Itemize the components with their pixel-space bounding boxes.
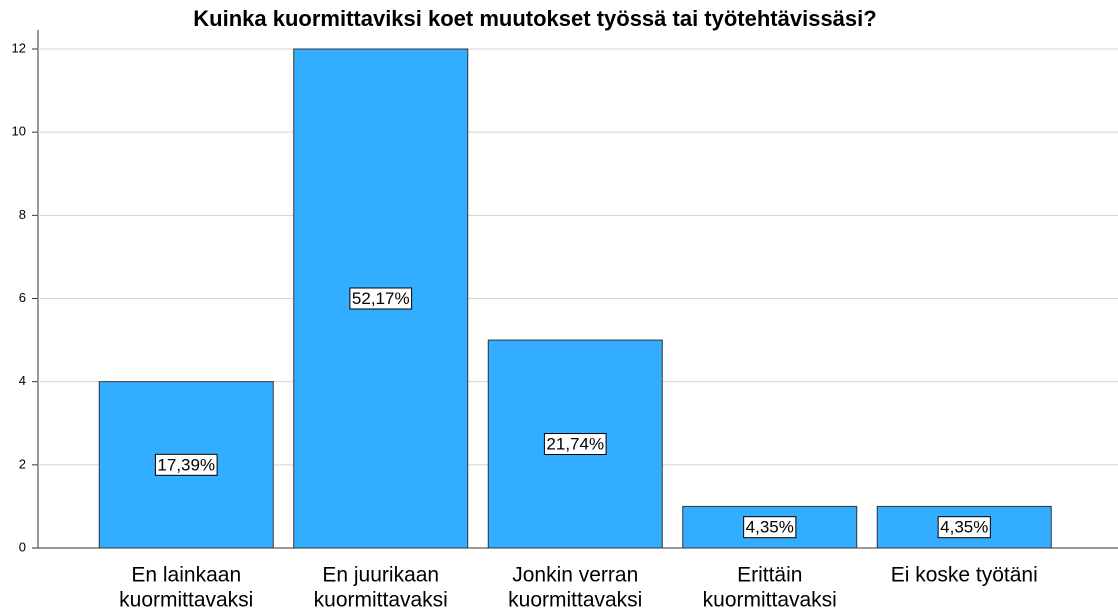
data-label-text: 21,74% xyxy=(546,435,604,454)
data-label-text: 4,35% xyxy=(746,518,794,537)
x-tick-label: En lainkaan xyxy=(131,564,241,587)
bar xyxy=(682,505,858,549)
y-tick-label: 2 xyxy=(19,456,26,471)
y-tick-label: 0 xyxy=(19,539,26,554)
data-label-box xyxy=(743,516,797,539)
data-label-box xyxy=(154,453,218,476)
y-tick-label: 12 xyxy=(12,40,26,55)
y-tick-label: 8 xyxy=(19,207,26,222)
y-tick-label: 4 xyxy=(19,373,26,388)
data-label: 4,35% xyxy=(743,516,797,539)
data-label: 17,39% xyxy=(154,453,218,476)
x-tick-label: Erittäin xyxy=(737,564,802,587)
x-tick-label: Jonkin verran xyxy=(512,564,638,587)
chart-title: Kuinka kuormittaviksi koet muutokset työ… xyxy=(193,6,876,31)
data-label-box xyxy=(543,433,607,456)
data-label-box xyxy=(349,287,413,310)
x-tick-label: Ei koske työtäni xyxy=(891,564,1038,587)
data-label-text: 17,39% xyxy=(157,455,215,474)
data-label-box xyxy=(937,516,991,539)
y-tick-label: 6 xyxy=(19,290,26,305)
data-label: 4,35% xyxy=(937,516,991,539)
x-tick-label: En juurikaan xyxy=(322,564,439,587)
x-tick-label: kuormittavaksi xyxy=(703,589,837,612)
y-tick-label: 10 xyxy=(12,124,26,139)
data-label: 52,17% xyxy=(349,287,413,310)
x-tick-label: kuormittavaksi xyxy=(314,589,448,612)
data-label-text: 4,35% xyxy=(940,518,988,537)
data-label: 21,74% xyxy=(543,433,607,456)
x-tick-label: kuormittavaksi xyxy=(119,589,253,612)
data-label-text: 52,17% xyxy=(352,289,410,308)
x-tick-label: kuormittavaksi xyxy=(508,589,642,612)
